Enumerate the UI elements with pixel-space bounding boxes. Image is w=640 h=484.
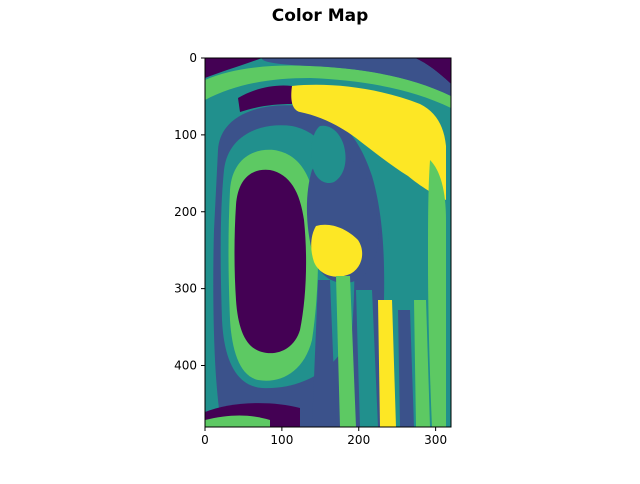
y-axis: 0 100 200 300 400 bbox=[174, 51, 205, 373]
y-tick-label: 100 bbox=[174, 128, 197, 142]
region-bird-head bbox=[311, 125, 346, 184]
x-axis: 0 100 200 300 bbox=[201, 427, 447, 447]
region-stem-1 bbox=[312, 280, 336, 427]
x-tick-label: 100 bbox=[270, 433, 293, 447]
x-tick-label: 200 bbox=[347, 433, 370, 447]
x-tick-label: 0 bbox=[201, 433, 209, 447]
region-right-band bbox=[428, 160, 446, 427]
x-tick-label: 300 bbox=[424, 433, 447, 447]
region-stem-3 bbox=[356, 290, 378, 427]
chart-title: Color Map bbox=[271, 6, 369, 26]
region-center-purple bbox=[234, 169, 307, 354]
region-bird-belly bbox=[311, 224, 363, 277]
y-tick-label: 200 bbox=[174, 205, 197, 219]
region-top-blue bbox=[261, 58, 451, 96]
region-top-right-purple bbox=[415, 58, 451, 84]
plot-area bbox=[205, 58, 451, 427]
plot-frame bbox=[204, 57, 452, 428]
region-stem-6 bbox=[414, 300, 430, 427]
y-tick-label: 400 bbox=[174, 359, 197, 373]
region-outer-green bbox=[205, 65, 451, 108]
y-tick-label: 300 bbox=[174, 282, 197, 296]
region-yellow-sky bbox=[291, 84, 446, 200]
y-tick-label: 0 bbox=[189, 51, 197, 65]
region-bottom-green bbox=[205, 415, 270, 427]
region-stem-4 bbox=[378, 300, 396, 427]
region-dark-band bbox=[238, 85, 292, 112]
region-stem-2 bbox=[336, 276, 356, 427]
region-top-purple bbox=[205, 58, 262, 78]
region-stem-5 bbox=[398, 310, 414, 427]
